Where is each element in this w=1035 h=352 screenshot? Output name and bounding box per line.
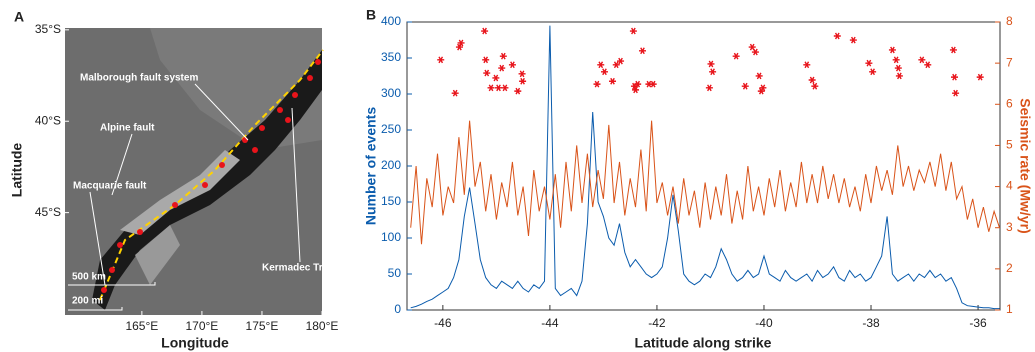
star-marker — [950, 47, 957, 53]
star-marker — [617, 58, 624, 64]
x-tick-label: 175°E — [246, 319, 279, 333]
y-tick-label: 350 — [381, 50, 401, 64]
annotation: Malborough fault system — [80, 73, 198, 84]
star-marker — [601, 69, 608, 75]
y-tick-label: 250 — [381, 122, 401, 136]
star-marker — [593, 81, 600, 87]
x-tick-label: -42 — [648, 316, 666, 330]
star-marker — [809, 77, 816, 83]
star-marker — [707, 61, 714, 67]
star-marker — [437, 57, 444, 63]
panel-label: A — [14, 9, 24, 25]
star-marker — [918, 57, 925, 63]
scale-label: 500 km — [72, 272, 106, 283]
y2-tick-label: 5 — [1006, 138, 1013, 152]
star-marker — [613, 62, 620, 68]
y2-tick-label: 3 — [1006, 220, 1013, 234]
x-axis-label: Latitude along strike — [635, 335, 772, 351]
star-marker — [752, 49, 759, 55]
star-marker — [519, 78, 526, 84]
y-tick-label: 45°S — [35, 205, 61, 219]
star-marker — [865, 60, 872, 66]
star-marker — [811, 83, 818, 89]
star-marker — [514, 88, 521, 94]
y-tick-label: 0 — [394, 302, 401, 316]
star-marker — [749, 44, 756, 50]
x-tick-label: -38 — [862, 316, 880, 330]
star-marker — [709, 69, 716, 75]
star-marker — [850, 37, 857, 43]
star-marker — [951, 74, 958, 80]
star-marker — [952, 90, 959, 96]
annotation: Alpine fault — [100, 123, 155, 134]
star-marker — [893, 57, 900, 63]
star-marker — [639, 48, 646, 54]
star-marker — [498, 65, 505, 71]
y-tick-label: 50 — [388, 266, 402, 280]
star-marker — [500, 53, 507, 59]
star-marker — [895, 65, 902, 71]
star-marker — [924, 62, 931, 68]
plot-area — [407, 22, 1000, 310]
star-marker — [492, 75, 499, 81]
star-marker — [597, 62, 604, 68]
star-marker — [733, 53, 740, 59]
star-marker — [756, 73, 763, 79]
star-marker — [742, 83, 749, 89]
figure: A Malborough fault system Alpine fault M… — [0, 0, 1035, 352]
y-tick-label: 150 — [381, 194, 401, 208]
star-marker — [706, 85, 713, 91]
star-marker — [889, 47, 896, 53]
x-tick-label: -40 — [755, 316, 773, 330]
y-tick-label: 35°S — [35, 22, 61, 36]
star-marker — [482, 57, 489, 63]
star-marker — [609, 78, 616, 84]
y-axis-label: Latitude — [9, 143, 25, 198]
y2-tick-label: 4 — [1006, 179, 1013, 193]
x-tick-label: -36 — [969, 316, 987, 330]
y2-tick-label: 6 — [1006, 96, 1013, 110]
series-line — [411, 121, 1000, 245]
star-marker — [803, 62, 810, 68]
y2-tick-label: 2 — [1006, 261, 1013, 275]
y-tick-label: 400 — [381, 14, 401, 28]
star-marker — [869, 69, 876, 75]
star-marker — [488, 85, 495, 91]
y2-tick-label: 8 — [1006, 14, 1013, 28]
y-tick-label: 300 — [381, 86, 401, 100]
x-tick-label: -44 — [541, 316, 559, 330]
star-marker — [519, 71, 526, 77]
y-tick-label: 100 — [381, 230, 401, 244]
scale-label: 200 mi — [72, 296, 103, 307]
star-marker — [501, 85, 508, 91]
y-tick-label: 40°S — [35, 113, 61, 127]
x-tick-label: -46 — [434, 316, 452, 330]
x-tick-label: 170°E — [185, 319, 218, 333]
x-tick-label: 180°E — [306, 319, 339, 333]
y-axis-label: Number of events — [363, 107, 379, 225]
star-marker — [509, 62, 516, 68]
star-marker — [896, 73, 903, 79]
panel-label: B — [366, 7, 376, 23]
y2-tick-label: 1 — [1006, 302, 1013, 316]
y2-tick-label: 7 — [1006, 55, 1013, 69]
x-axis-label: Longitude — [161, 335, 229, 351]
star-marker — [630, 28, 637, 34]
star-marker — [481, 28, 488, 34]
star-marker — [834, 33, 841, 39]
annotation: Macquarie fault — [73, 181, 147, 192]
annotation: Kermadec Trench — [262, 263, 346, 274]
star-marker — [452, 90, 459, 96]
star-marker — [977, 74, 984, 80]
y-tick-label: 200 — [381, 158, 401, 172]
x-tick-label: 165°E — [125, 319, 158, 333]
star-marker — [495, 85, 502, 91]
y2-axis-label: Seismic rate (Mw/yr) — [1017, 98, 1033, 233]
star-marker — [483, 70, 490, 76]
